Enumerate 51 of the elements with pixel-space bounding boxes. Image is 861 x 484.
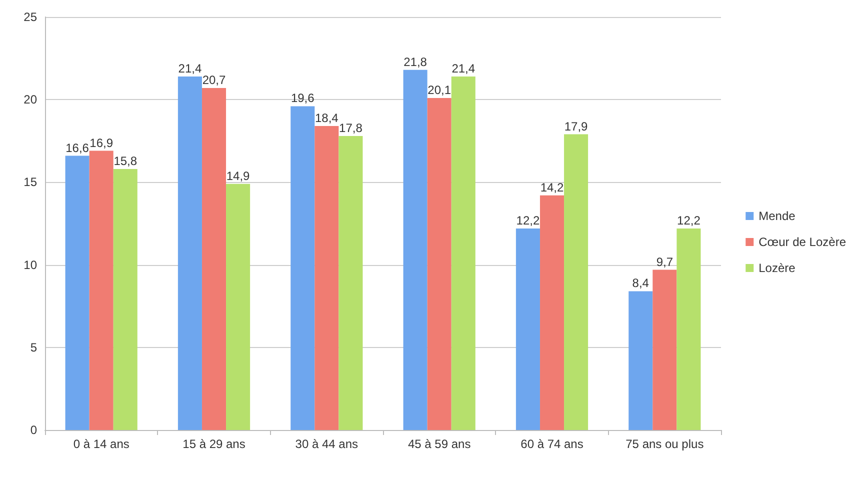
legend-label: Cœur de Lozère <box>758 235 846 249</box>
data-label: 17,9 <box>564 119 588 134</box>
data-label: 21,4 <box>178 61 202 76</box>
x-tick-label: 30 à 44 ans <box>295 437 358 451</box>
x-tick-label: 75 ans ou plus <box>626 437 704 451</box>
bar <box>403 70 428 430</box>
bar <box>65 156 90 430</box>
data-label: 19,6 <box>290 91 315 106</box>
bar <box>314 126 339 430</box>
data-label: 16,9 <box>90 136 114 150</box>
bar <box>290 106 315 430</box>
data-label: 8,4 <box>632 276 650 290</box>
bar <box>652 270 677 430</box>
x-tick-label: 0 à 14 ans <box>73 437 130 451</box>
bar <box>516 228 540 430</box>
bar <box>564 134 588 430</box>
bar <box>202 88 226 430</box>
y-tick-label: 10 <box>24 258 38 272</box>
legend-label: Lozère <box>758 261 796 275</box>
bar <box>676 228 701 430</box>
data-label: 20,1 <box>428 82 452 97</box>
legend-label: Mende <box>758 209 796 223</box>
data-label: 17,8 <box>339 120 363 135</box>
y-tick-label: 20 <box>24 92 38 107</box>
bar <box>178 76 202 430</box>
data-label: 9,7 <box>656 254 674 269</box>
data-label: 18,4 <box>314 111 339 126</box>
y-tick-label: 25 <box>24 10 38 24</box>
x-tick-label: 15 à 29 ans <box>182 437 246 451</box>
bar <box>540 195 564 430</box>
bar <box>451 76 476 430</box>
bar <box>89 150 114 430</box>
y-tick-label: 5 <box>30 340 38 354</box>
bar <box>427 98 452 430</box>
data-label: 12,2 <box>677 213 701 228</box>
data-label: 16,6 <box>66 140 90 155</box>
data-label: 21,8 <box>404 54 428 69</box>
bar <box>338 136 363 430</box>
y-tick-label: 0 <box>30 423 38 437</box>
data-label: 21,4 <box>452 61 476 76</box>
x-tick-label: 45 à 59 ans <box>408 437 471 451</box>
y-tick-label: 15 <box>24 175 38 190</box>
bar <box>226 184 250 430</box>
x-tick-label: 60 à 74 ans <box>520 437 584 451</box>
data-label: 14,9 <box>226 168 250 183</box>
bar <box>628 291 653 430</box>
data-label: 15,8 <box>114 154 138 168</box>
data-label: 12,2 <box>516 213 540 228</box>
data-label: 20,7 <box>202 73 226 88</box>
data-label: 14,2 <box>540 180 564 194</box>
bar <box>113 168 138 430</box>
